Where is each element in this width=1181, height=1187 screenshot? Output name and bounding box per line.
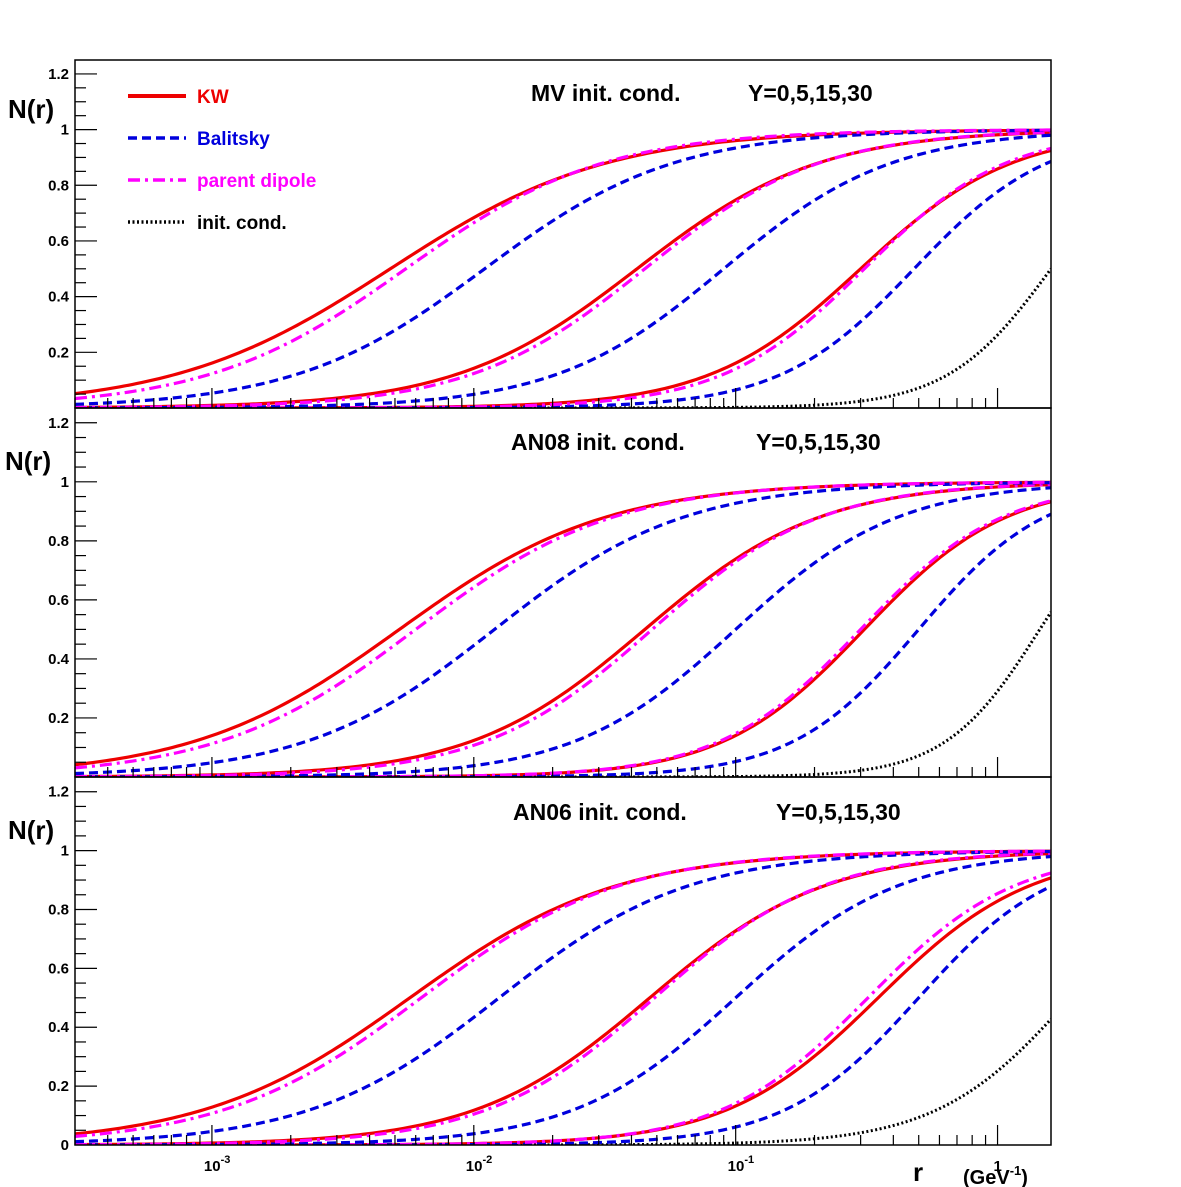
series-balitsky-y30 xyxy=(75,481,1051,776)
y-tick-label: 0.4 xyxy=(48,651,70,668)
y-tick-label: 0.8 xyxy=(48,533,69,550)
plot-frame xyxy=(74,776,1052,1146)
series-kw-y5 xyxy=(75,500,1051,777)
y-axis-label: N(r) xyxy=(5,446,51,476)
series-balitsky-y5 xyxy=(75,512,1051,777)
series-init-cond--y0 xyxy=(75,1018,1051,1145)
legend-item-init-cond-: init. cond. xyxy=(128,213,287,234)
x-axis-labels: 10-3 10-2 10-1 1 r (GeV-1) xyxy=(204,1154,1028,1187)
series-init-cond--y0 xyxy=(75,267,1051,408)
y-tick-label: 0.8 xyxy=(48,177,69,194)
y-axis-label: N(r) xyxy=(8,94,54,124)
legend-item-balitsky: Balitsky xyxy=(128,129,270,150)
y-tick-label: 1 xyxy=(61,474,69,491)
legend-label: KW xyxy=(197,87,229,108)
series-parent-dipole-y30 xyxy=(75,128,1051,401)
panel-rapidities: Y=0,5,15,30 xyxy=(776,799,901,825)
series-parent-dipole-y15 xyxy=(75,851,1051,1145)
panel-title: MV init. cond. xyxy=(531,80,681,106)
series-kw-y30 xyxy=(75,128,1051,396)
y-tick-label: 0.6 xyxy=(48,592,69,609)
y-tick-label: 0.6 xyxy=(48,233,69,250)
y-tick-label: 1.2 xyxy=(48,784,69,801)
series-parent-dipole-y30 xyxy=(75,480,1051,770)
legend-item-kw: KW xyxy=(128,87,229,108)
y-tick-label: 0.2 xyxy=(48,1078,69,1095)
legend-label: Balitsky xyxy=(197,129,270,150)
y-tick-label: 1 xyxy=(61,122,69,139)
x-tick-label: 1 xyxy=(994,1158,1002,1175)
y-tick-label: 0.6 xyxy=(48,960,69,977)
series-balitsky-y5 xyxy=(75,884,1051,1145)
y-tick-label: 0.2 xyxy=(48,344,69,361)
series-balitsky-y15 xyxy=(75,854,1051,1145)
panel-3: 0 0.2 0.4 0.6 0.8 1 1.2 N(r) AN06 init. cond. Y=0… xyxy=(8,776,1052,1154)
series-balitsky-y30 xyxy=(75,849,1051,1144)
panel-title: AN08 init. cond. xyxy=(511,429,685,455)
series-kw-y30 xyxy=(75,849,1051,1136)
y-tick-label: 0.2 xyxy=(48,710,69,727)
legend-label: parent dipole xyxy=(197,171,316,192)
panel-2: 0.2 0.4 0.6 0.8 1 1.2 N(r) AN08 init. cond. Y=0,… xyxy=(5,407,1052,778)
series-kw-y15 xyxy=(75,851,1051,1145)
y-axis-label: N(r) xyxy=(8,815,54,845)
series-balitsky-y15 xyxy=(75,133,1051,408)
plot-frame xyxy=(74,407,1052,778)
y-tick-label: 0.4 xyxy=(48,1019,70,1036)
curves xyxy=(75,128,1051,408)
y-tick-label: 1 xyxy=(61,843,69,860)
panel-rapidities: Y=0,5,15,30 xyxy=(748,80,873,106)
panel-rapidities: Y=0,5,15,30 xyxy=(756,429,881,455)
panel-1: 0.2 0.4 0.6 0.8 1 1.2 N(r) MV init. cond. Y=0,5,… xyxy=(8,59,1052,409)
y-tick-label: 1.2 xyxy=(48,415,69,432)
panel-title: AN06 init. cond. xyxy=(513,799,687,825)
series-parent-dipole-y5 xyxy=(75,499,1051,777)
series-parent-dipole-y30 xyxy=(75,849,1051,1138)
y-tick-label: 0 xyxy=(61,1137,69,1154)
y-tick-label: 1.2 xyxy=(48,66,69,83)
curves xyxy=(75,849,1051,1145)
series-parent-dipole-y15 xyxy=(75,482,1051,777)
series-kw-y30 xyxy=(75,480,1051,767)
y-tick-label: 0.8 xyxy=(48,901,69,918)
legend-item-parent-dipole: parent dipole xyxy=(128,171,316,192)
x-tick-label: 10-1 xyxy=(728,1154,754,1175)
x-tick-label: 10-3 xyxy=(204,1154,230,1175)
x-axis-unit: (GeV-1) xyxy=(963,1163,1028,1187)
curves xyxy=(75,480,1051,777)
y-tick-label: 0.4 xyxy=(48,289,70,306)
series-kw-y15 xyxy=(75,483,1051,777)
series-parent-dipole-y15 xyxy=(75,130,1051,408)
x-axis-label: r xyxy=(913,1157,923,1187)
x-tick-label: 10-2 xyxy=(466,1154,492,1175)
legend: KW Balitsky parent dipole init. cond. xyxy=(128,87,316,234)
plot-frame xyxy=(74,59,1052,409)
panels: 0.2 0.4 0.6 0.8 1 1.2 N(r) MV init. cond. Y=0,5,… xyxy=(5,59,1052,1154)
legend-label: init. cond. xyxy=(197,213,287,234)
series-balitsky-y30 xyxy=(75,128,1051,406)
